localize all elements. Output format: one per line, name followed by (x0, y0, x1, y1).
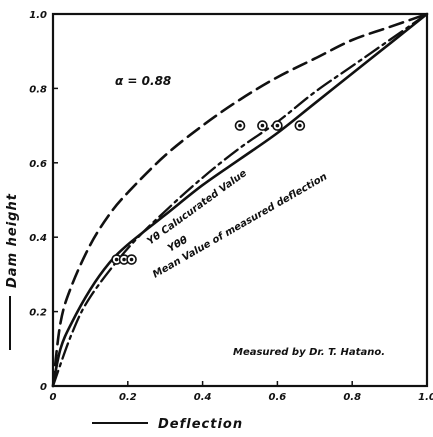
measured-point (272, 120, 283, 131)
series-lines (51, 12, 429, 388)
y-tick-label: 1.0 (29, 10, 47, 21)
y-tick-label: 0.2 (29, 308, 47, 319)
credit-annotation: Measured by Dr. T. Hatano. (233, 347, 385, 358)
x-tick-label: 0.6 (269, 392, 287, 403)
alpha-annotation: α = 0.88 (115, 74, 171, 88)
x-axis-label-group: Deflection (92, 417, 243, 432)
measured-point (257, 120, 268, 131)
plot-frame (51, 12, 429, 388)
measured-point (126, 254, 137, 265)
y-axis-label-group: Dam height (5, 193, 20, 350)
y-axis-ticks: 0 0.2 0.4 0.6 0.8 1.0 (29, 10, 58, 393)
x-tick-label: 0.4 (194, 392, 212, 403)
series-line-dashed (51, 12, 429, 388)
x-axis-label: Deflection (158, 417, 243, 432)
series-line-solid (51, 12, 429, 388)
measured-point (294, 120, 306, 131)
measured-point (118, 254, 130, 265)
y-tick-label: 0.8 (29, 84, 47, 95)
measured-point (234, 120, 246, 131)
x-tick-label: 1.0 (418, 392, 433, 403)
y-axis-label: Dam height (5, 193, 20, 288)
x-tick-label: 0.8 (343, 392, 361, 403)
x-axis-ticks: 0 0.2 0.4 0.6 0.8 1.0 (50, 381, 433, 403)
x-tick-label: 0 (50, 392, 57, 403)
y-tick-label: 0.4 (29, 233, 47, 244)
y-tick-label: 0 (40, 382, 47, 393)
y-tick-label: 0.6 (29, 159, 47, 170)
measured-points (111, 120, 306, 265)
x-tick-label: 0.2 (119, 392, 137, 403)
series-line-dashdot (51, 12, 429, 388)
plot-border (51, 12, 429, 388)
